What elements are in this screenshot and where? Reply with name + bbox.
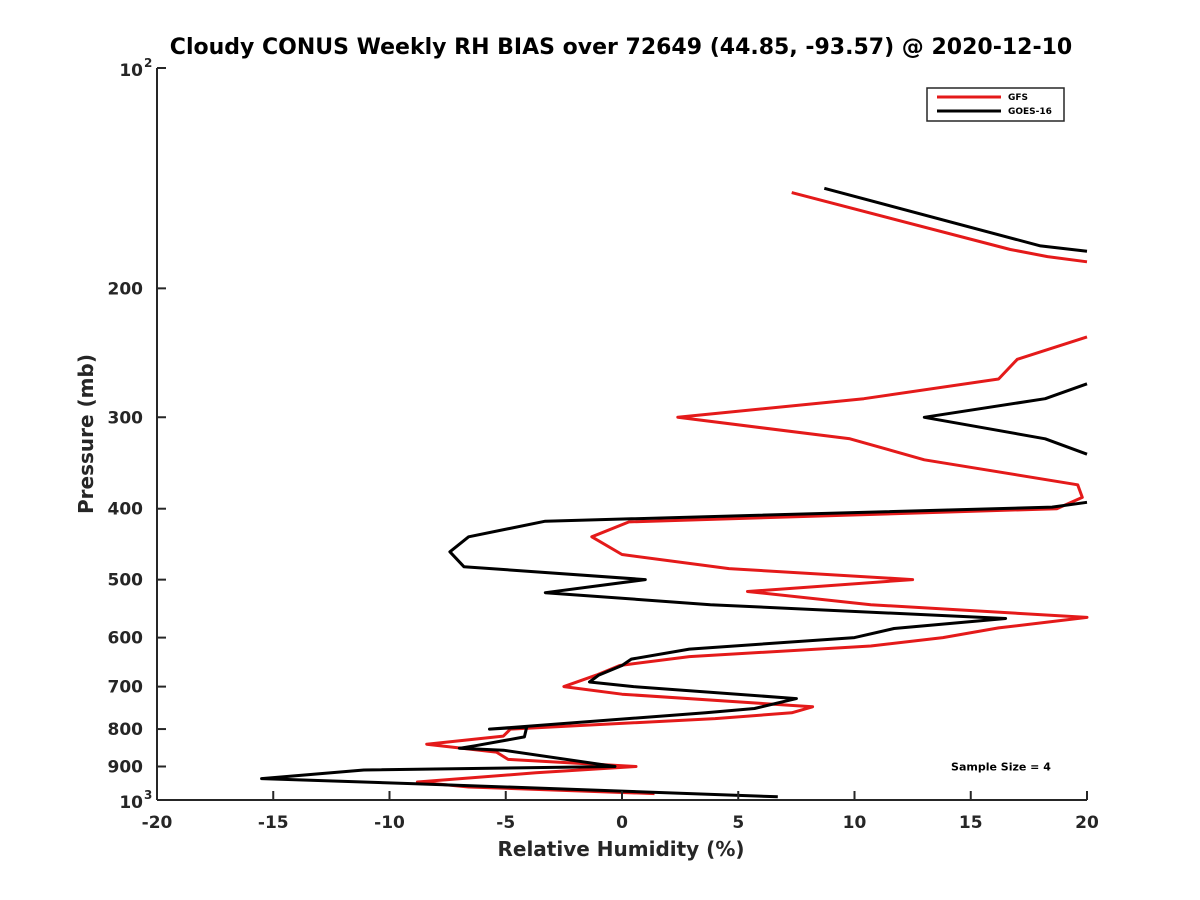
y-tick-label: 10 — [119, 793, 143, 813]
y-axis-label: Pressure (mb) — [74, 354, 98, 514]
x-tick-label: -10 — [374, 813, 405, 833]
annotations: Sample Size = 4 — [951, 761, 1051, 774]
series-line-goes-16 — [823, 186, 1088, 253]
legend-label-goes-16: GOES-16 — [1008, 107, 1052, 117]
x-tick-label: -20 — [142, 813, 173, 833]
y-tick-label: 800 — [108, 720, 144, 740]
y-tick-exponent: 2 — [144, 56, 152, 70]
series-line-gfs — [415, 335, 1089, 796]
legend: GFS GOES-16 — [926, 87, 1065, 122]
series-line-goes-16 — [260, 500, 1088, 799]
y-tick-label: 500 — [108, 571, 144, 591]
plot-area — [260, 186, 1089, 799]
x-tick-label: 15 — [959, 813, 983, 833]
series-line-gfs — [791, 191, 1088, 264]
y-tick-label: 200 — [108, 279, 144, 299]
legend-label-gfs: GFS — [1008, 93, 1028, 103]
y-tick-label: 10 — [119, 61, 143, 81]
y-tick-label: 700 — [108, 678, 144, 698]
x-tick-label: -15 — [258, 813, 289, 833]
x-tick-label: 20 — [1075, 813, 1099, 833]
chart-title: Cloudy CONUS Weekly RH BIAS over 72649 (… — [170, 35, 1072, 60]
legend-box — [926, 87, 1065, 122]
series-line-goes-16 — [922, 382, 1088, 456]
x-axis-ticks: -20 -15 -10 -5 0 5 10 15 20 — [142, 791, 1099, 833]
x-tick-label: -5 — [496, 813, 515, 833]
y-tick-exponent: 3 — [144, 788, 152, 802]
x-tick-label: 5 — [732, 813, 744, 833]
y-tick-label: 400 — [108, 500, 144, 520]
x-tick-label: 0 — [616, 813, 628, 833]
sample-size-annotation: Sample Size = 4 — [951, 761, 1051, 774]
y-tick-label: 600 — [108, 629, 144, 649]
x-axis-label: Relative Humidity (%) — [497, 837, 744, 861]
y-tick-label: 900 — [108, 758, 144, 778]
x-tick-label: 10 — [843, 813, 867, 833]
y-tick-label: 300 — [108, 408, 144, 428]
